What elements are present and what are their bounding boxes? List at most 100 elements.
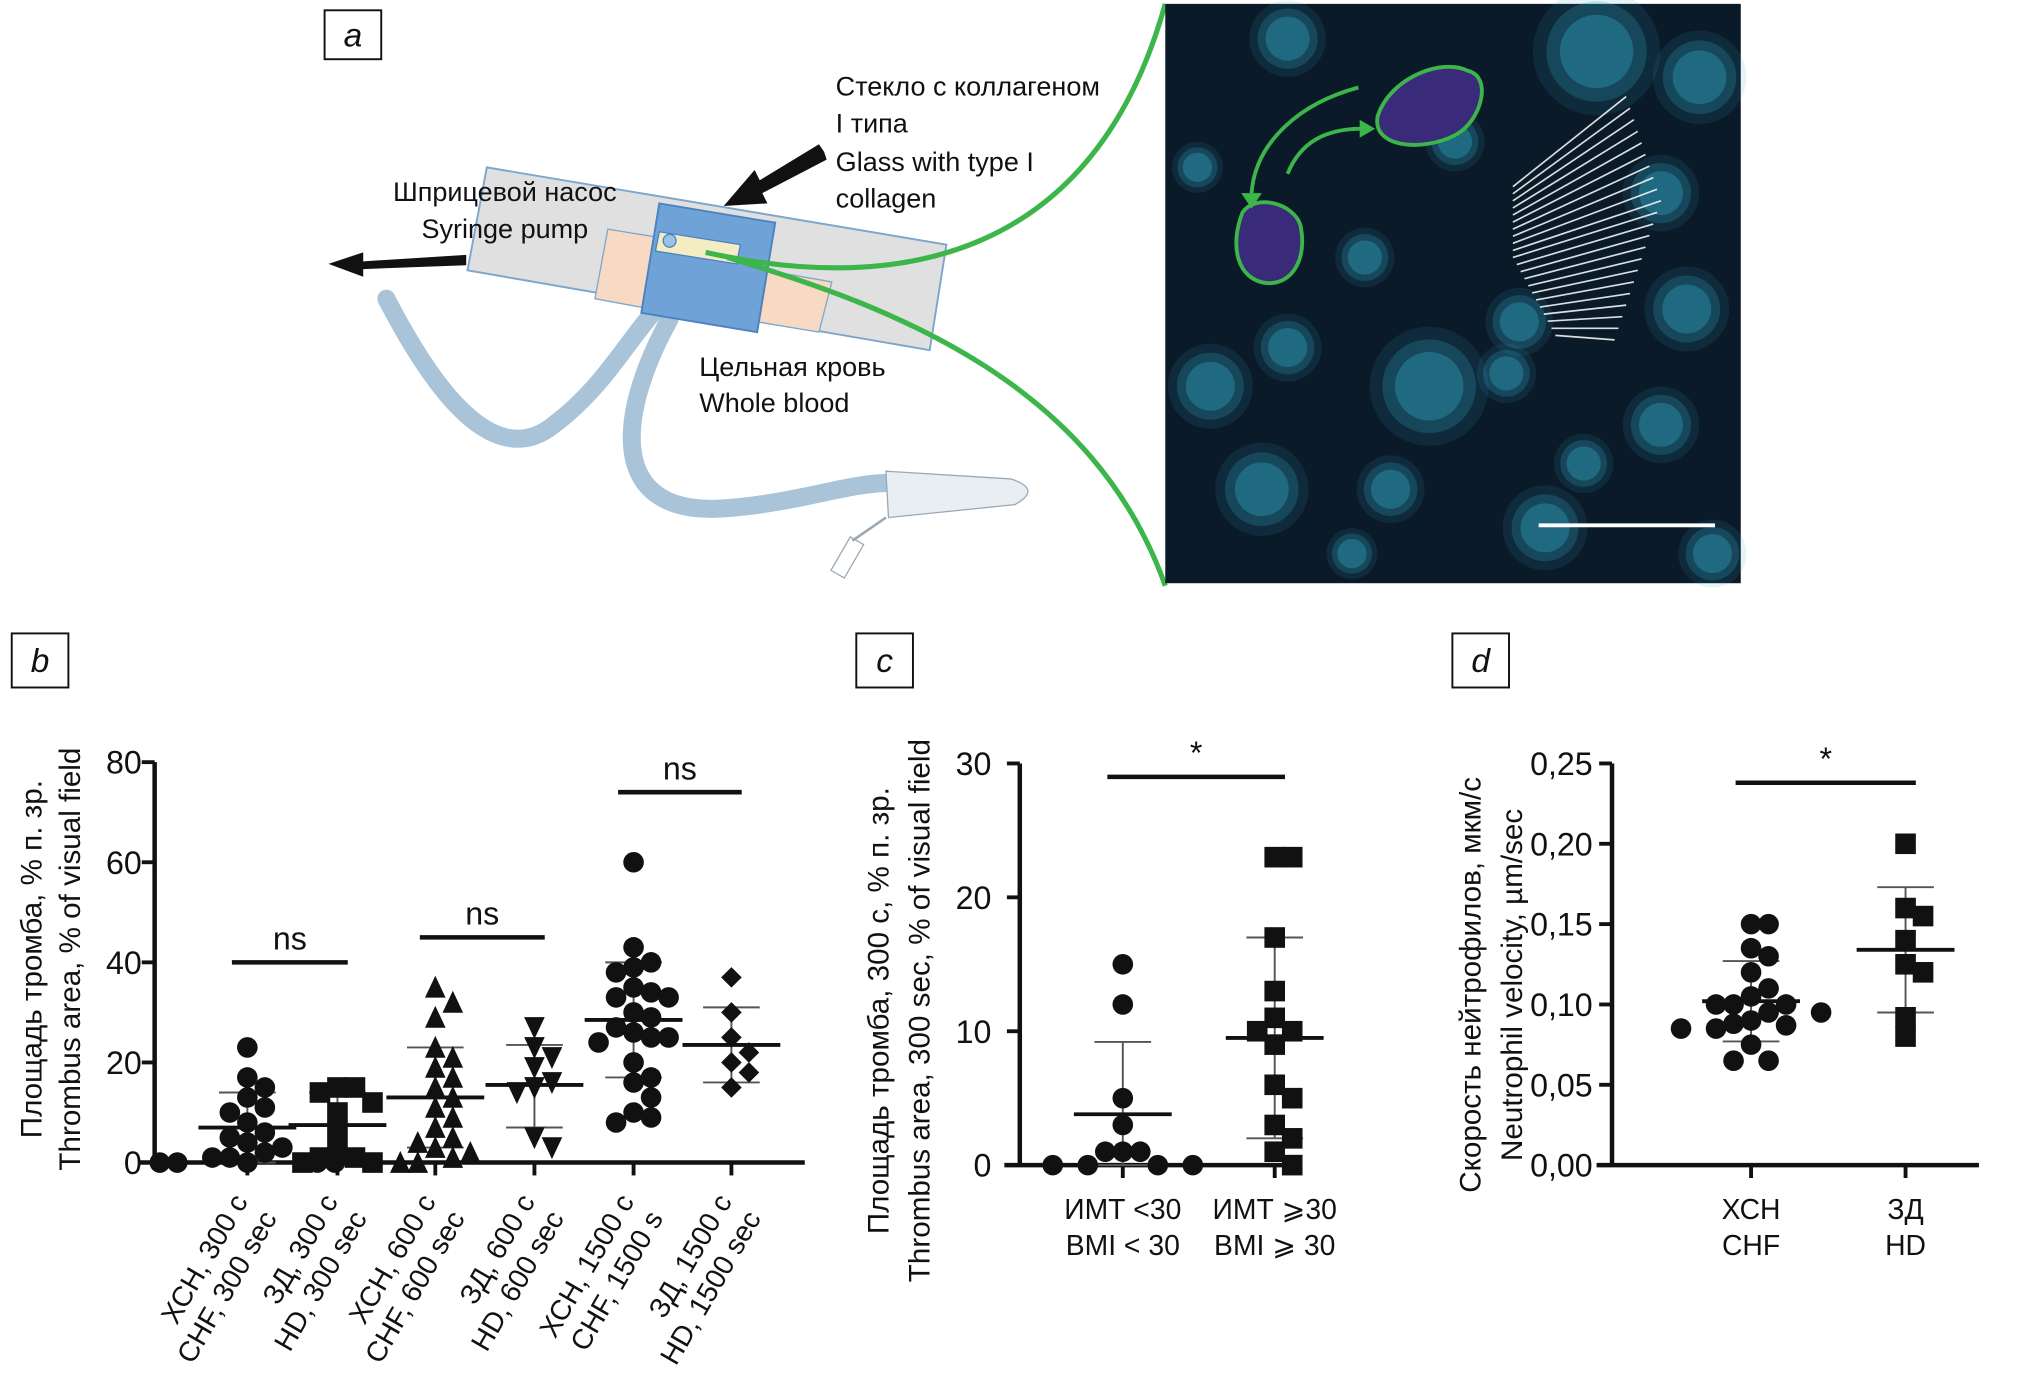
cell-glow [1182, 152, 1213, 183]
cell-glow [1331, 533, 1373, 574]
data-point [623, 1072, 644, 1093]
cell-glow [1672, 50, 1727, 105]
data-point [605, 962, 627, 983]
data-point [1895, 1026, 1916, 1047]
data-point [1705, 1018, 1727, 1039]
cell-glow [1171, 141, 1223, 193]
data-point [362, 1092, 383, 1113]
cell-glow [1257, 8, 1318, 69]
cell-glow [1652, 30, 1747, 124]
data-point [442, 990, 464, 1013]
data-point [327, 1142, 348, 1163]
data-point [219, 1147, 241, 1168]
data-point [623, 1022, 644, 1043]
data-point [721, 1052, 742, 1073]
cell-glow [1176, 352, 1244, 420]
data-point [640, 1007, 662, 1028]
panel-label-c: c [876, 643, 893, 680]
data-point [640, 952, 662, 973]
data-point [623, 977, 644, 998]
panel-a: a Шприцевой насос Syringe pump Стекло с … [323, 0, 1747, 588]
y-axis-label: Скорость нейтрофилов, мкм/с [1455, 777, 1488, 1193]
data-point [524, 1127, 545, 1150]
cell-glow [1532, 0, 1661, 116]
data-point [1281, 1154, 1303, 1176]
data-point [658, 1027, 679, 1048]
data-point [237, 1152, 258, 1173]
data-point [425, 1075, 446, 1098]
data-point [1264, 846, 1286, 868]
cell-glow [1559, 14, 1634, 89]
data-point [1264, 1074, 1286, 1096]
panel-label-a: a [344, 17, 363, 54]
data-point [167, 1152, 188, 1173]
cell-glow [1483, 349, 1530, 397]
cell-glow [1369, 326, 1489, 446]
data-point [1094, 1141, 1116, 1163]
data-point [1912, 962, 1934, 983]
cell-glow [1341, 234, 1389, 281]
data-point [1758, 978, 1779, 999]
data-point [640, 1027, 662, 1048]
data-point [1723, 1013, 1744, 1035]
glass-label-en-2: collagen [836, 183, 937, 213]
data-point [442, 1045, 464, 1068]
pump-label-ru: Шприцевой насос [393, 177, 617, 207]
glass-arrow [723, 144, 827, 206]
flow-chamber-diagram [328, 3, 1168, 587]
data-point [1112, 1141, 1134, 1163]
x-tick-label: BMI < 30 [1066, 1230, 1180, 1262]
cell-glow [1653, 275, 1721, 343]
y-tick-label: 30 [956, 746, 992, 782]
data-point [1264, 1007, 1286, 1029]
data-point [1077, 1154, 1099, 1176]
cell-glow [1685, 526, 1740, 581]
y-axis-label: Neutrophil velocity, µm/sec [1496, 809, 1529, 1161]
data-point [254, 1142, 276, 1163]
data-point [292, 1152, 313, 1173]
cell-glow [1678, 519, 1747, 588]
data-point [1758, 913, 1779, 935]
x-tick-label: ХСН [1722, 1194, 1781, 1226]
data-point [1895, 897, 1916, 919]
data-point [524, 1037, 545, 1060]
data-point [309, 1147, 331, 1168]
data-point [237, 1132, 258, 1153]
data-point [524, 1017, 545, 1040]
data-point [1758, 1050, 1779, 1071]
cell-glow [1335, 227, 1395, 288]
data-point [1740, 986, 1762, 1007]
cell-glow [1347, 240, 1382, 275]
cell-glow [1622, 386, 1700, 464]
panel-b: b 0 20 40 60 80 Площадь тромба, % п. зр. Throm… [10, 632, 805, 1370]
cell-glow [1167, 343, 1253, 429]
cell-glow [1260, 320, 1315, 375]
panel-label-box-a [323, 9, 383, 61]
data-point [1895, 1007, 1916, 1028]
glass-label-ru-1: Стекло с коллагеном [836, 71, 1100, 101]
data-point [1112, 1087, 1134, 1109]
data-point [623, 1052, 644, 1073]
migration-arrow [1249, 85, 1359, 194]
cell-glow [1485, 287, 1554, 356]
data-point [1740, 962, 1762, 983]
hatched-region [1512, 95, 1662, 341]
panel-label-b: b [31, 643, 50, 680]
data-point [721, 1027, 742, 1048]
y-tick-label: 0,15 [1530, 907, 1593, 943]
data-point [1775, 994, 1797, 1015]
panel-label-d: d [1471, 643, 1491, 680]
data-point [1264, 980, 1286, 1002]
data-point [344, 1147, 366, 1168]
cell-glow [1234, 462, 1289, 517]
cell-glow [1662, 284, 1712, 334]
panel-c: c 0 10 20 30 Площадь тромба, 300 с, % п. зр.… [855, 632, 1337, 1282]
cell-glow [1476, 343, 1537, 404]
data-point [442, 1125, 464, 1148]
y-tick-label: 0,10 [1530, 987, 1593, 1023]
data-point [425, 1115, 446, 1138]
tubing-blood [622, 310, 937, 518]
data-point [1281, 1087, 1303, 1109]
x-tick-label: BMI ⩾ 30 [1214, 1230, 1335, 1262]
data-point [623, 851, 644, 873]
